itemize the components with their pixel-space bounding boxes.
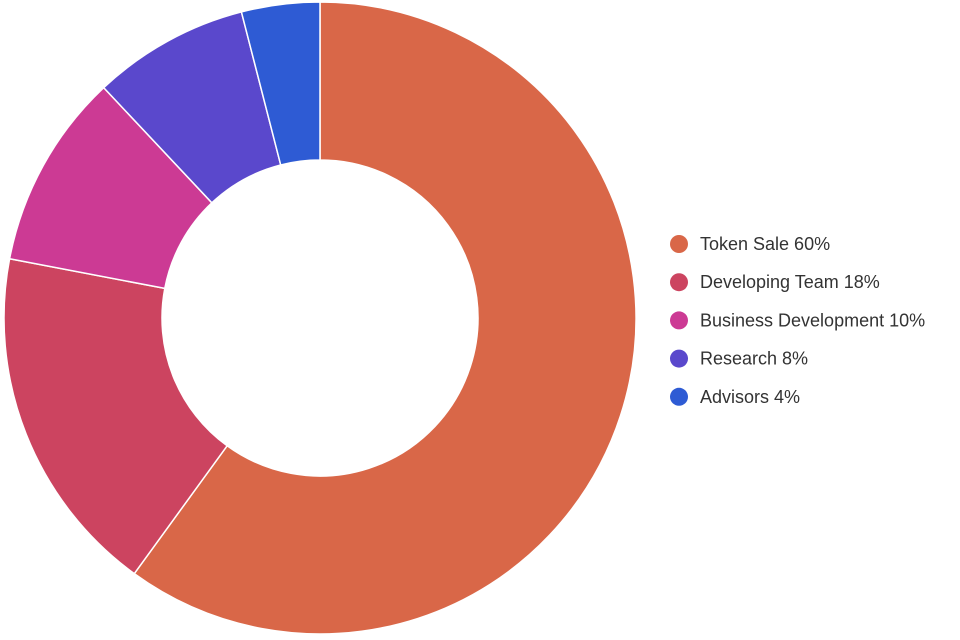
slice-developing-team[interactable] bbox=[3, 257, 229, 575]
chart-legend: Token Sale 60% Developing Team 18% Busines… bbox=[670, 234, 925, 407]
donut-slices bbox=[3, 1, 637, 635]
legend-marker bbox=[670, 387, 688, 406]
legend-label: Research 8% bbox=[700, 349, 808, 369]
legend-item-advisors[interactable]: Advisors 4% bbox=[670, 387, 800, 407]
legend-label: Developing Team 18% bbox=[700, 272, 880, 292]
legend-item-research[interactable]: Research 8% bbox=[670, 349, 808, 369]
legend-label: Business Development 10% bbox=[700, 310, 925, 330]
legend-marker bbox=[670, 235, 688, 253]
legend-item-business-development[interactable]: Business Development 10% bbox=[670, 310, 925, 330]
legend-label: Token Sale 60% bbox=[700, 234, 830, 254]
slice-token-sale[interactable] bbox=[133, 1, 637, 635]
legend-item-developing-team[interactable]: Developing Team 18% bbox=[670, 272, 880, 292]
legend-label: Advisors 4% bbox=[700, 387, 800, 407]
legend-item-token-sale[interactable]: Token Sale 60% bbox=[670, 234, 830, 254]
legend-marker bbox=[670, 349, 688, 368]
slice-advisors[interactable] bbox=[240, 1, 321, 166]
legend-marker bbox=[670, 273, 688, 292]
legend-marker bbox=[670, 311, 688, 330]
